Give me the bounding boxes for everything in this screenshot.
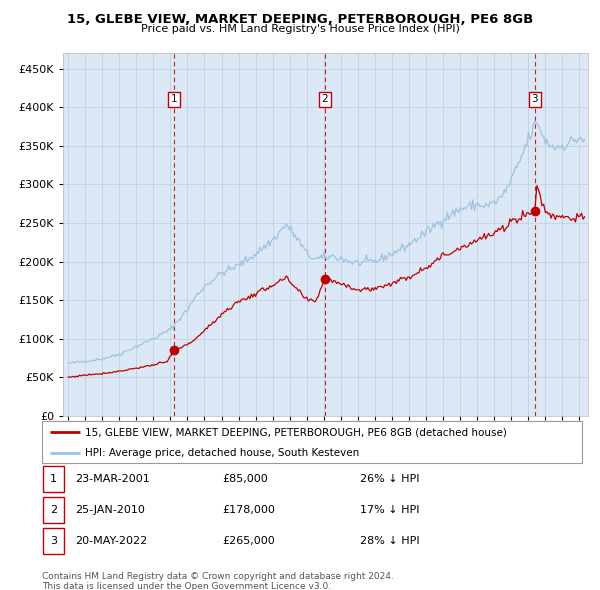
Text: 28% ↓ HPI: 28% ↓ HPI xyxy=(360,536,419,546)
Text: HPI: Average price, detached house, South Kesteven: HPI: Average price, detached house, Sout… xyxy=(85,448,359,458)
Text: 3: 3 xyxy=(50,536,57,546)
Text: 15, GLEBE VIEW, MARKET DEEPING, PETERBOROUGH, PE6 8GB (detached house): 15, GLEBE VIEW, MARKET DEEPING, PETERBOR… xyxy=(85,427,507,437)
Text: 2: 2 xyxy=(322,94,328,104)
Text: 20-MAY-2022: 20-MAY-2022 xyxy=(75,536,147,546)
Text: 15, GLEBE VIEW, MARKET DEEPING, PETERBOROUGH, PE6 8GB: 15, GLEBE VIEW, MARKET DEEPING, PETERBOR… xyxy=(67,13,533,26)
Text: Price paid vs. HM Land Registry's House Price Index (HPI): Price paid vs. HM Land Registry's House … xyxy=(140,24,460,34)
Text: 23-MAR-2001: 23-MAR-2001 xyxy=(75,474,150,484)
Text: 26% ↓ HPI: 26% ↓ HPI xyxy=(360,474,419,484)
Text: 1: 1 xyxy=(171,94,178,104)
Text: 3: 3 xyxy=(532,94,538,104)
Text: 25-JAN-2010: 25-JAN-2010 xyxy=(75,505,145,515)
Text: £85,000: £85,000 xyxy=(222,474,268,484)
Text: 17% ↓ HPI: 17% ↓ HPI xyxy=(360,505,419,515)
Text: 1: 1 xyxy=(50,474,57,484)
Text: £178,000: £178,000 xyxy=(222,505,275,515)
Text: 2: 2 xyxy=(50,505,57,515)
Text: £265,000: £265,000 xyxy=(222,536,275,546)
Text: Contains HM Land Registry data © Crown copyright and database right 2024.: Contains HM Land Registry data © Crown c… xyxy=(42,572,394,581)
Text: This data is licensed under the Open Government Licence v3.0.: This data is licensed under the Open Gov… xyxy=(42,582,331,590)
